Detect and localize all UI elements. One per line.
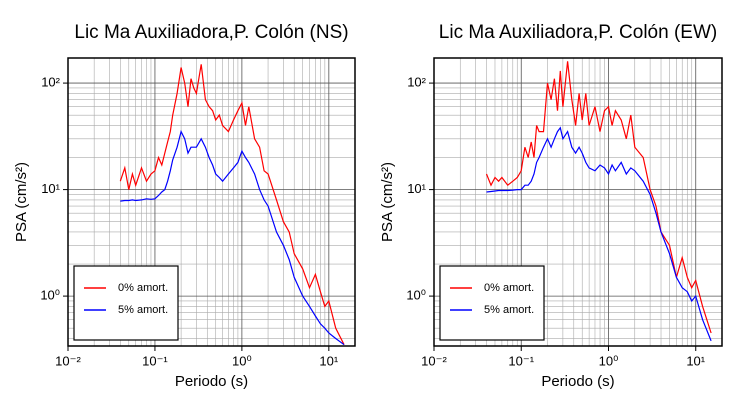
x-tick-label: 10⁰ — [599, 353, 619, 368]
y-tick-label: 10² — [407, 75, 426, 90]
y-axis-label: PSA (cm/s²) — [379, 162, 396, 242]
chart-title: Lic Ma Auxiliadora,P. Colón (EW) — [439, 22, 717, 43]
legend-label: 0% amort. — [484, 282, 534, 294]
y-tick-label: 10⁰ — [406, 288, 426, 303]
x-axis-label: Periodo (s) — [175, 373, 248, 390]
y-axis-label: PSA (cm/s²) — [13, 162, 30, 242]
legend-label: 0% amort. — [118, 282, 168, 294]
series-line — [485, 61, 712, 334]
panel: 10⁻² 10⁻¹ 10⁰ 10¹ 10⁰ 10¹ 10² Lic Ma Auxiliador… — [379, 22, 723, 390]
x-tick-label: 10¹ — [686, 353, 705, 368]
series-line — [486, 126, 712, 342]
legend-label: 5% amort. — [484, 304, 534, 316]
y-tick-label: 10¹ — [41, 181, 60, 196]
x-tick-label: 10⁻¹ — [142, 353, 168, 368]
x-tick-label: 10⁰ — [232, 353, 252, 368]
x-tick-label: 10⁻¹ — [508, 353, 534, 368]
legend-box — [439, 265, 545, 341]
panel: 10⁻² 10⁻¹ 10⁰ 10¹ 10⁰ 10¹ 10² Lic Ma Auxiliador… — [13, 22, 356, 390]
legend-box — [73, 265, 179, 341]
series-line — [120, 129, 345, 346]
chart-title: Lic Ma Auxiliadora,P. Colón (NS) — [74, 22, 348, 43]
x-tick-label: 10⁻² — [421, 353, 447, 368]
x-axis-label: Periodo (s) — [541, 373, 614, 390]
legend-label: 5% amort. — [118, 304, 168, 316]
y-tick-label: 10⁰ — [40, 288, 60, 303]
y-tick-label: 10² — [41, 75, 60, 90]
plot-frame — [67, 57, 356, 347]
x-tick-label: 10⁻² — [55, 353, 81, 368]
plot-frame — [433, 57, 723, 347]
y-tick-label: 10¹ — [407, 181, 426, 196]
x-tick-label: 10¹ — [319, 353, 338, 368]
series-line — [119, 64, 345, 345]
